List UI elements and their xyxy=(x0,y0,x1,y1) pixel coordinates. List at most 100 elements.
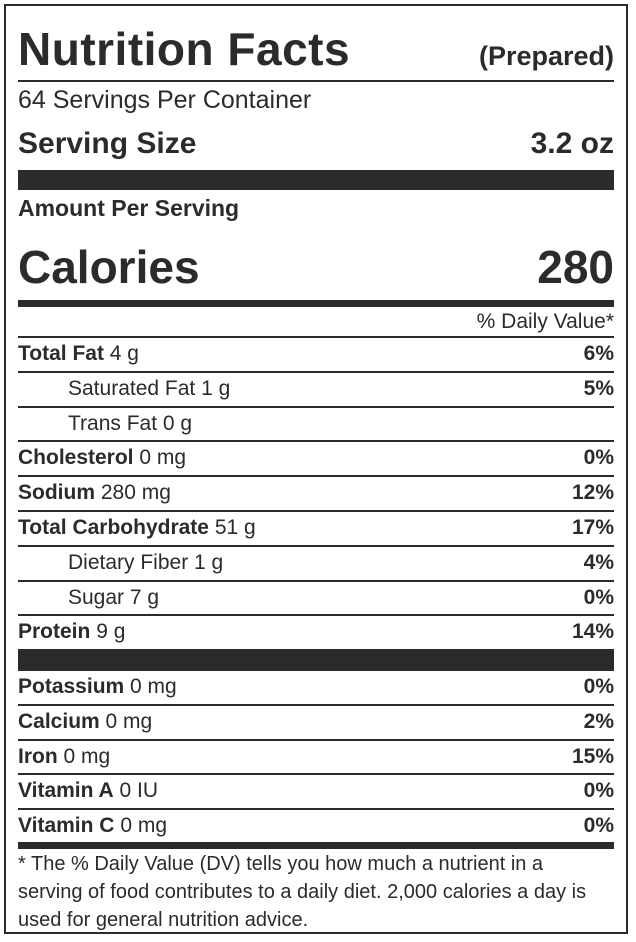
daily-value-percent: 17% xyxy=(571,516,614,539)
nutrient-name-amount: Vitamin C 0 mg xyxy=(18,814,167,838)
nutrient-name: Protein xyxy=(18,620,91,644)
daily-value-percent: 0% xyxy=(583,446,614,470)
nutrient-name-amount: Dietary Fiber 1 g xyxy=(18,551,223,575)
daily-value-percent: 5% xyxy=(583,376,614,400)
nutrient-name-amount: Sodium 280 mg xyxy=(18,481,171,505)
nutrient-row: Sugar 7 g 0% xyxy=(18,581,614,615)
nutrient-amount: 0 mg xyxy=(130,675,177,698)
nutrient-row: Cholesterol 0 mg 0% xyxy=(18,441,614,475)
nutrient-row: Sodium 280 mg 12% xyxy=(18,476,614,510)
nutrient-amount: 9 g xyxy=(96,620,126,644)
daily-value-percent: 0% xyxy=(583,779,614,803)
daily-value-percent: 14% xyxy=(571,620,614,644)
row-divider xyxy=(18,544,614,547)
nutrient-name-amount: Calcium 0 mg xyxy=(18,710,152,734)
medium-divider xyxy=(18,300,614,307)
nutrient-name-amount: Potassium 0 mg xyxy=(18,675,177,699)
nutrient-amount: 7 g xyxy=(129,585,160,609)
nutrient-name: Trans Fat xyxy=(68,411,158,435)
calories-row: Calories 280 xyxy=(18,234,614,300)
nutrient-amount: 0 mg xyxy=(139,446,187,470)
nutrient-amount: 280 mg xyxy=(100,481,171,505)
nutrient-name-amount: Saturated Fat 1 g xyxy=(18,377,230,401)
nutrient-name-amount: Protein 9 g xyxy=(18,620,125,644)
nutrient-row: Trans Fat 0 g xyxy=(18,407,614,441)
nutrient-name-amount: Total Carbohydrate 51 g xyxy=(18,516,256,540)
nutrient-name: Vitamin A xyxy=(18,779,114,803)
nutrient-row: Potassium 0 mg 0% xyxy=(18,670,614,704)
nutrient-row: Vitamin C 0 mg 0% xyxy=(18,809,614,843)
label-subtitle: (Prepared) xyxy=(478,41,614,71)
nutrient-amount: 0 IU xyxy=(119,779,159,803)
nutrient-row: Iron 0 mg 15% xyxy=(18,740,614,774)
nutrient-row: Vitamin A 0 IU 0% xyxy=(18,774,614,808)
nutrient-name: Saturated Fat xyxy=(68,376,196,400)
nutrient-name-amount: Cholesterol 0 mg xyxy=(18,446,186,470)
nutrient-name: Calcium xyxy=(18,709,100,733)
nutrient-amount: 0 mg xyxy=(120,814,167,838)
calories-value: 280 xyxy=(537,241,614,293)
row-divider xyxy=(18,614,614,617)
thick-divider xyxy=(18,649,614,669)
row-divider xyxy=(18,808,614,811)
nutrient-name: Cholesterol xyxy=(18,446,134,470)
nutrient-amount: 1 g xyxy=(201,376,231,400)
nutrient-name: Sodium xyxy=(18,481,95,505)
daily-value-percent: 2% xyxy=(583,709,614,733)
daily-value-percent: 0% xyxy=(583,585,614,609)
daily-value-header: % Daily Value* xyxy=(476,310,614,333)
nutrient-name: Iron xyxy=(18,744,58,768)
nutrient-name-amount: Trans Fat 0 g xyxy=(18,412,192,436)
label-content: Nutrition Facts (Prepared) 64 Servings P… xyxy=(18,6,614,932)
row-divider xyxy=(18,440,614,443)
medium-divider xyxy=(18,842,614,849)
row-divider xyxy=(18,579,614,582)
nutrient-row: Saturated Fat 1 g 5% xyxy=(18,372,614,406)
daily-value-percent: 4% xyxy=(583,550,614,574)
nutrient-name-amount: Iron 0 mg xyxy=(18,745,110,769)
row-divider xyxy=(18,738,614,741)
serving-size-label: Serving Size xyxy=(18,127,197,160)
row-divider xyxy=(18,405,614,408)
nutrient-name: Sugar xyxy=(68,585,125,609)
row-divider xyxy=(18,370,614,373)
footnote: * The % Daily Value (DV) tells you how m… xyxy=(18,853,587,931)
nutrient-name: Vitamin C xyxy=(18,814,115,838)
nutrient-amount: 4 g xyxy=(109,342,139,365)
nutrient-row: Total Carbohydrate 51 g 17% xyxy=(18,511,614,545)
nutrient-amount: 0 mg xyxy=(105,709,153,733)
divider xyxy=(18,80,614,82)
row-divider xyxy=(18,669,614,671)
row-divider xyxy=(18,773,614,776)
daily-value-percent: 12% xyxy=(571,481,614,505)
serving-size-row: Serving Size 3.2 oz xyxy=(18,122,614,166)
nutrient-row: Total Fat 4 g 6% xyxy=(18,337,614,371)
nutrient-amount: 51 g xyxy=(214,516,256,539)
nutrition-facts-label: Nutrition Facts (Prepared) 64 Servings P… xyxy=(4,4,628,934)
serving-size-value: 3.2 oz xyxy=(530,127,614,160)
nutrient-name-amount: Total Fat 4 g xyxy=(18,342,139,366)
row-divider xyxy=(18,475,614,478)
servings-per-container: 64 Servings Per Container xyxy=(18,86,312,114)
row-divider xyxy=(18,510,614,512)
label-title: Nutrition Facts xyxy=(18,23,351,75)
thick-divider xyxy=(18,170,614,190)
nutrient-name-amount: Sugar 7 g xyxy=(18,586,159,610)
title-row: Nutrition Facts (Prepared) xyxy=(18,18,614,80)
amount-per-serving: Amount Per Serving xyxy=(18,195,240,221)
nutrient-name: Potassium xyxy=(18,675,125,698)
nutrient-amount: 1 g xyxy=(194,550,224,574)
nutrient-amount: 0 g xyxy=(162,411,193,435)
daily-value-percent: 0% xyxy=(583,675,614,698)
daily-value-percent: 0% xyxy=(583,814,614,838)
nutrient-row: Protein 9 g 14% xyxy=(18,615,614,649)
calories-label: Calories xyxy=(18,241,200,293)
nutrient-name: Dietary Fiber xyxy=(68,550,189,574)
daily-value-percent: 6% xyxy=(583,342,614,365)
nutrient-amount: 0 mg xyxy=(63,744,111,768)
nutrient-name: Total Fat xyxy=(18,342,104,365)
nutrient-name: Total Carbohydrate xyxy=(18,516,209,539)
daily-value-percent: 15% xyxy=(571,744,614,768)
row-divider xyxy=(18,336,614,338)
row-divider xyxy=(18,703,614,706)
